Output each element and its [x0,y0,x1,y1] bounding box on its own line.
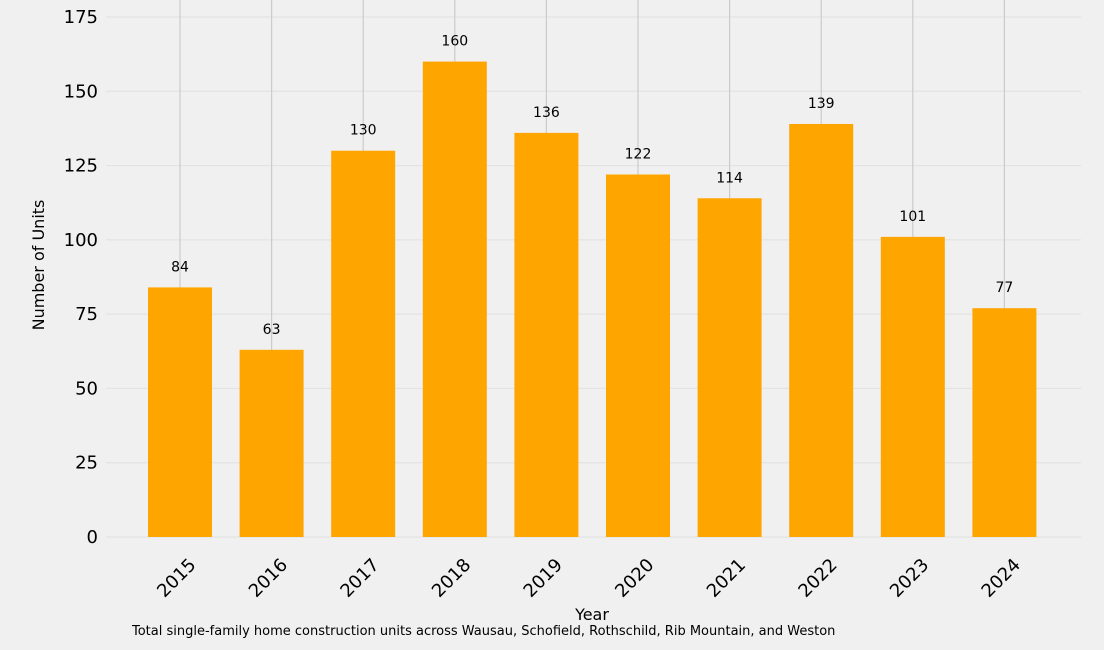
bar-value-label: 77 [995,280,1013,296]
bar [331,150,396,537]
bar [880,236,945,537]
bar-value-label: 139 [808,96,835,112]
bar [148,287,212,537]
vertical-gridlines [179,0,1006,537]
y-tick-label: 175 [64,7,98,28]
bar-value-label: 84 [171,259,189,275]
bar [789,123,854,537]
bar [422,61,487,537]
x-tick-label: 2018 [428,555,475,602]
bar-labels-group: 84 63 130 160 136 122 114 139 101 77 [171,34,1013,338]
x-tick-label: 2023 [886,555,933,602]
bar-value-label: 136 [533,105,560,121]
x-tick-label: 2017 [336,555,383,602]
y-tick-label: 100 [64,230,98,251]
y-axis-title: Number of Units [29,200,48,331]
x-tick-label: 2024 [978,555,1025,602]
y-tick-label: 0 [87,527,98,548]
bar-value-label: 114 [716,170,743,186]
y-tick-label: 50 [75,378,98,399]
bar-value-label: 122 [625,146,652,162]
bar-value-label: 130 [350,123,377,139]
x-tick-label: 2019 [520,555,567,602]
x-tick-label: 2016 [245,555,292,602]
chart-caption: Total single-family home construction un… [131,624,835,639]
x-tick-label: 2015 [153,555,200,602]
x-tick-label: 2022 [794,555,841,602]
bar-value-label: 101 [899,209,926,225]
x-tick-label: 2020 [611,555,658,602]
x-tick-label: 2021 [703,555,750,602]
y-tick-label: 75 [75,304,98,325]
bar [697,198,762,537]
y-tick-labels: 0 25 50 75 100 125 150 175 [64,7,98,548]
y-tick-label: 150 [64,81,98,102]
bar [972,308,1037,537]
x-tick-labels: 2015 2016 2017 2018 2019 2020 2021 2022 2023 2024 [153,555,1025,602]
bar [606,174,670,537]
bars-group [148,61,1037,537]
bar [239,349,304,537]
y-tick-label: 125 [64,156,98,177]
bar [514,132,579,537]
x-axis-title: Year [574,605,609,624]
bar-value-label: 63 [263,322,281,338]
bar-value-label: 160 [441,34,468,50]
y-tick-label: 25 [75,453,98,474]
